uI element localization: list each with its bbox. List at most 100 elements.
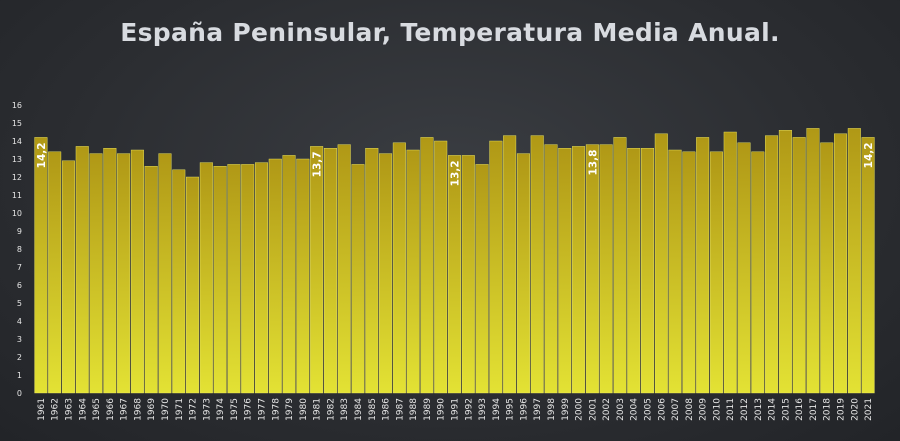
y-tick-label: 1 bbox=[17, 371, 22, 380]
y-tick-label: 7 bbox=[17, 263, 22, 272]
bar bbox=[130, 149, 144, 394]
bar bbox=[89, 153, 103, 394]
bar bbox=[461, 155, 475, 394]
bar bbox=[696, 137, 710, 394]
bar bbox=[516, 153, 530, 394]
bar bbox=[682, 151, 696, 394]
bar bbox=[158, 153, 172, 394]
bar bbox=[213, 165, 227, 394]
bar bbox=[434, 140, 448, 394]
x-tick-label: 1993 bbox=[478, 398, 488, 421]
bar bbox=[820, 142, 834, 394]
x-tick-label: 2005 bbox=[644, 398, 654, 421]
x-tick-label: 1995 bbox=[506, 398, 516, 421]
x-tick-label: 2015 bbox=[781, 398, 791, 421]
bar bbox=[668, 149, 682, 394]
bar bbox=[489, 140, 503, 394]
x-tick-label: 2007 bbox=[671, 398, 681, 421]
bar bbox=[709, 151, 723, 394]
y-tick-label: 15 bbox=[12, 119, 22, 128]
bar bbox=[627, 147, 641, 394]
bars-group bbox=[34, 128, 875, 394]
bar bbox=[323, 147, 337, 394]
bar bbox=[310, 146, 324, 394]
x-tick-label: 1991 bbox=[451, 398, 461, 421]
bar bbox=[351, 164, 365, 394]
bar bbox=[420, 137, 434, 394]
x-tick-label: 2012 bbox=[740, 398, 750, 421]
bar bbox=[530, 135, 544, 394]
bar bbox=[558, 147, 572, 394]
bar bbox=[48, 151, 62, 394]
data-label: 14,2 bbox=[863, 142, 875, 168]
x-tick-label: 1996 bbox=[519, 398, 529, 421]
y-tick-label: 2 bbox=[17, 353, 22, 362]
x-tick-label: 1962 bbox=[51, 398, 61, 421]
x-tick-label: 1969 bbox=[147, 398, 157, 421]
y-tick-label: 14 bbox=[12, 137, 22, 146]
x-tick-label: 2002 bbox=[602, 398, 612, 421]
x-tick-label: 1966 bbox=[106, 398, 116, 421]
bar bbox=[585, 144, 599, 394]
bar bbox=[448, 155, 461, 394]
x-tick-label: 1987 bbox=[395, 398, 405, 421]
bar bbox=[834, 133, 848, 394]
bar bbox=[379, 153, 393, 394]
x-axis: 1961 1962 1963 1964 1965 1966 1967 1968 1969 1970… bbox=[37, 398, 874, 421]
x-tick-label: 1982 bbox=[326, 398, 336, 421]
x-tick-label: 1976 bbox=[244, 398, 254, 421]
x-tick-label: 1977 bbox=[257, 398, 267, 421]
y-tick-label: 10 bbox=[12, 209, 22, 218]
bar bbox=[613, 137, 627, 394]
x-tick-label: 1974 bbox=[216, 398, 226, 421]
bar bbox=[268, 158, 282, 394]
data-label: 13,8 bbox=[587, 150, 599, 176]
bar bbox=[254, 162, 268, 394]
x-tick-label: 2006 bbox=[657, 398, 667, 421]
bar bbox=[475, 164, 489, 394]
bar bbox=[199, 162, 213, 394]
y-tick-label: 0 bbox=[17, 389, 22, 398]
x-tick-label: 2014 bbox=[768, 398, 778, 421]
x-tick-label: 2016 bbox=[795, 398, 805, 421]
bar bbox=[365, 147, 379, 394]
y-tick-label: 16 bbox=[12, 101, 22, 110]
x-tick-label: 1985 bbox=[368, 398, 378, 421]
bar bbox=[296, 158, 310, 394]
x-tick-label: 1978 bbox=[271, 398, 281, 421]
bar bbox=[751, 151, 765, 394]
x-tick-label: 2003 bbox=[616, 398, 626, 421]
bar bbox=[765, 135, 779, 394]
bar bbox=[847, 128, 861, 394]
bar bbox=[778, 129, 792, 394]
x-tick-label: 1965 bbox=[92, 398, 102, 421]
x-tick-label: 1999 bbox=[561, 398, 571, 421]
bar bbox=[723, 131, 737, 394]
y-tick-label: 6 bbox=[17, 281, 22, 290]
x-tick-label: 1963 bbox=[64, 398, 74, 421]
y-tick-label: 11 bbox=[12, 191, 22, 200]
x-tick-label: 1988 bbox=[409, 398, 419, 421]
x-tick-label: 2020 bbox=[850, 398, 860, 421]
x-tick-label: 1980 bbox=[299, 398, 309, 421]
y-tick-label: 3 bbox=[17, 335, 22, 344]
x-tick-label: 2017 bbox=[809, 398, 819, 421]
x-tick-label: 1961 bbox=[37, 398, 47, 421]
data-label: 13,7 bbox=[312, 151, 324, 177]
y-tick-label: 9 bbox=[17, 227, 22, 236]
bar bbox=[861, 137, 875, 394]
y-tick-label: 12 bbox=[12, 173, 22, 182]
x-tick-label: 1990 bbox=[437, 398, 447, 421]
x-tick-label: 1964 bbox=[78, 398, 88, 421]
bar bbox=[737, 142, 751, 394]
data-label: 13,2 bbox=[450, 160, 462, 186]
x-tick-label: 2010 bbox=[712, 398, 722, 421]
bar bbox=[806, 128, 820, 394]
x-tick-label: 2009 bbox=[699, 398, 709, 421]
bar bbox=[641, 147, 655, 394]
x-tick-label: 1986 bbox=[382, 398, 392, 421]
x-tick-label: 2019 bbox=[837, 398, 847, 421]
bar bbox=[792, 137, 806, 394]
bar bbox=[241, 164, 255, 394]
